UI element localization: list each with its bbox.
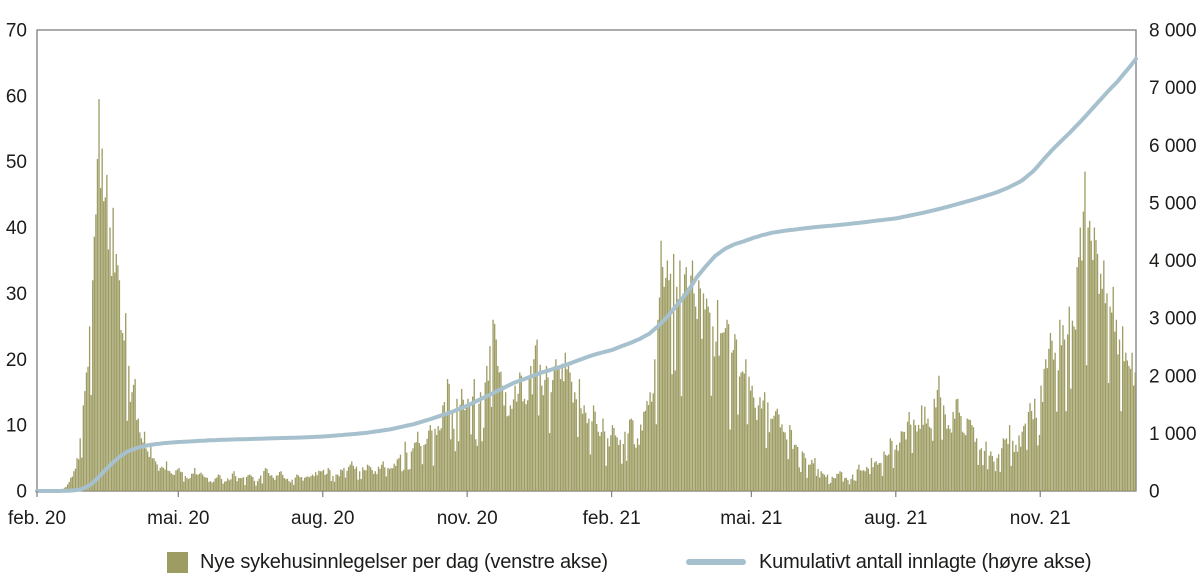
svg-text:70: 70	[6, 21, 27, 42]
svg-text:2 000: 2 000	[1149, 366, 1197, 387]
svg-text:10: 10	[6, 416, 27, 437]
svg-text:feb. 21: feb. 21	[583, 508, 641, 529]
bar-swatch-icon	[167, 551, 188, 573]
svg-text:8 000: 8 000	[1149, 21, 1197, 42]
svg-text:20: 20	[6, 350, 27, 371]
x-axis-labels: feb. 20 mai. 20 aug. 20 nov. 20 feb. 21 mai. …	[8, 491, 1071, 529]
svg-text:nov. 21: nov. 21	[1010, 508, 1071, 529]
svg-text:mai. 20: mai. 20	[147, 508, 209, 529]
combo-chart: feb. 20 mai. 20 aug. 20 nov. 20 feb. 21 mai. …	[6, 21, 1197, 530]
svg-text:nov. 20: nov. 20	[437, 508, 498, 529]
svg-text:4 000: 4 000	[1149, 251, 1197, 272]
svg-text:60: 60	[6, 86, 27, 107]
plot-border	[36, 29, 1137, 492]
svg-text:1 000: 1 000	[1149, 424, 1197, 445]
chart-legend: Nye sykehusinnlegelser per dag (venstre …	[0, 543, 1200, 583]
legend-label-cumulative: Kumulativt antall innlagte (høyre akse)	[759, 550, 1092, 573]
svg-text:aug. 21: aug. 21	[864, 508, 927, 529]
svg-text:3 000: 3 000	[1149, 309, 1197, 330]
svg-text:7 000: 7 000	[1149, 78, 1197, 99]
svg-text:0: 0	[1149, 482, 1160, 503]
right-axis-labels: 0 1 000 2 000 3 000 4 000 5 000 6 000 7 000 8 00…	[1149, 21, 1197, 503]
svg-text:6 000: 6 000	[1149, 136, 1197, 157]
svg-text:30: 30	[6, 284, 27, 305]
svg-text:mai. 21: mai. 21	[720, 508, 782, 529]
svg-text:50: 50	[6, 152, 27, 173]
cumulative-admissions-line	[35, 56, 1138, 493]
legend-item-daily-admissions: Nye sykehusinnlegelser per dag (venstre …	[167, 547, 608, 577]
daily-admissions-bars	[62, 99, 1136, 492]
svg-text:0: 0	[16, 482, 27, 503]
line-swatch-icon	[686, 559, 746, 565]
left-axis-labels: 0 10 20 30 40 50 60 70	[6, 21, 27, 503]
svg-text:feb. 20: feb. 20	[8, 508, 66, 529]
svg-text:aug. 20: aug. 20	[291, 508, 354, 529]
svg-text:5 000: 5 000	[1149, 193, 1197, 214]
svg-text:40: 40	[6, 218, 27, 239]
legend-label-daily-admissions: Nye sykehusinnlegelser per dag (venstre …	[200, 550, 608, 573]
legend-item-cumulative: Kumulativt antall innlagte (høyre akse)	[686, 547, 1092, 577]
